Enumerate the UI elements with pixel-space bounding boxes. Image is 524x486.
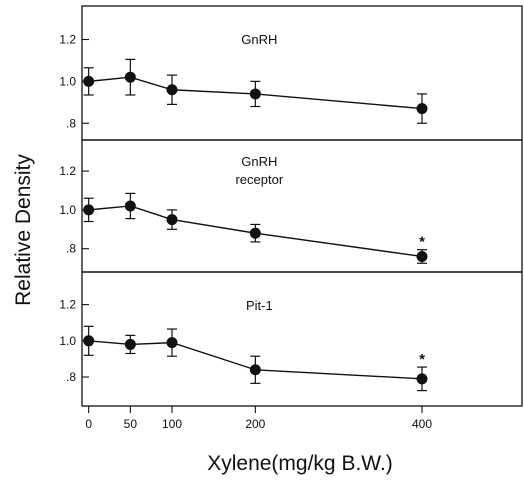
x-axis: 0 50 100 200 400 xyxy=(85,406,432,431)
y-tick-label: 1.2 xyxy=(59,164,76,178)
x-tick-label: 0 xyxy=(85,417,92,431)
data-point xyxy=(124,338,136,350)
y-tick-label: .8 xyxy=(66,370,76,384)
panel-3: .8 1.0 1.2 Pit-1 * xyxy=(59,271,523,407)
panel-frame xyxy=(81,5,523,141)
data-point xyxy=(249,88,261,100)
data-point xyxy=(124,71,136,83)
panel-title: GnRH xyxy=(241,154,277,169)
data-point xyxy=(416,103,428,115)
data-point xyxy=(83,335,95,347)
data-point xyxy=(83,75,95,87)
x-tick-label: 200 xyxy=(245,417,265,431)
x-tick-label: 50 xyxy=(124,417,138,431)
panel-title-line2: receptor xyxy=(235,172,283,187)
panel-title: Pit-1 xyxy=(246,298,273,313)
panels-layer: .8 1.0 1.2 GnRH .8 1.0 1.2 GnRH receptor * .8 1.0 1.… xyxy=(59,5,523,407)
y-tick-label: .8 xyxy=(66,116,76,130)
data-point xyxy=(166,84,178,96)
y-tick-label: 1.0 xyxy=(59,74,76,88)
y-tick-label: 1.0 xyxy=(59,334,76,348)
panel-title: GnRH xyxy=(241,32,277,47)
significance-marker: * xyxy=(419,351,425,368)
x-axis-title: Xylene(mg/kg B.W.) xyxy=(207,452,393,475)
data-point xyxy=(416,250,428,262)
data-point xyxy=(124,200,136,212)
significance-marker: * xyxy=(419,234,425,251)
data-point xyxy=(249,227,261,239)
data-point xyxy=(166,337,178,349)
y-axis-title: Relative Density xyxy=(12,154,35,306)
y-tick-label: .8 xyxy=(66,242,76,256)
y-tick-label: 1.0 xyxy=(59,203,76,217)
data-point xyxy=(83,204,95,216)
panel-frame xyxy=(81,139,523,273)
data-point xyxy=(416,373,428,385)
x-tick-label: 400 xyxy=(412,417,432,431)
x-tick-label: 100 xyxy=(162,417,182,431)
data-point xyxy=(166,214,178,226)
panel-2: .8 1.0 1.2 GnRH receptor * xyxy=(59,139,523,273)
y-tick-label: 1.2 xyxy=(59,33,76,47)
panel-frame xyxy=(81,271,523,407)
data-point xyxy=(249,364,261,376)
y-tick-label: 1.2 xyxy=(59,298,76,312)
panel-1: .8 1.0 1.2 GnRH xyxy=(59,5,523,141)
